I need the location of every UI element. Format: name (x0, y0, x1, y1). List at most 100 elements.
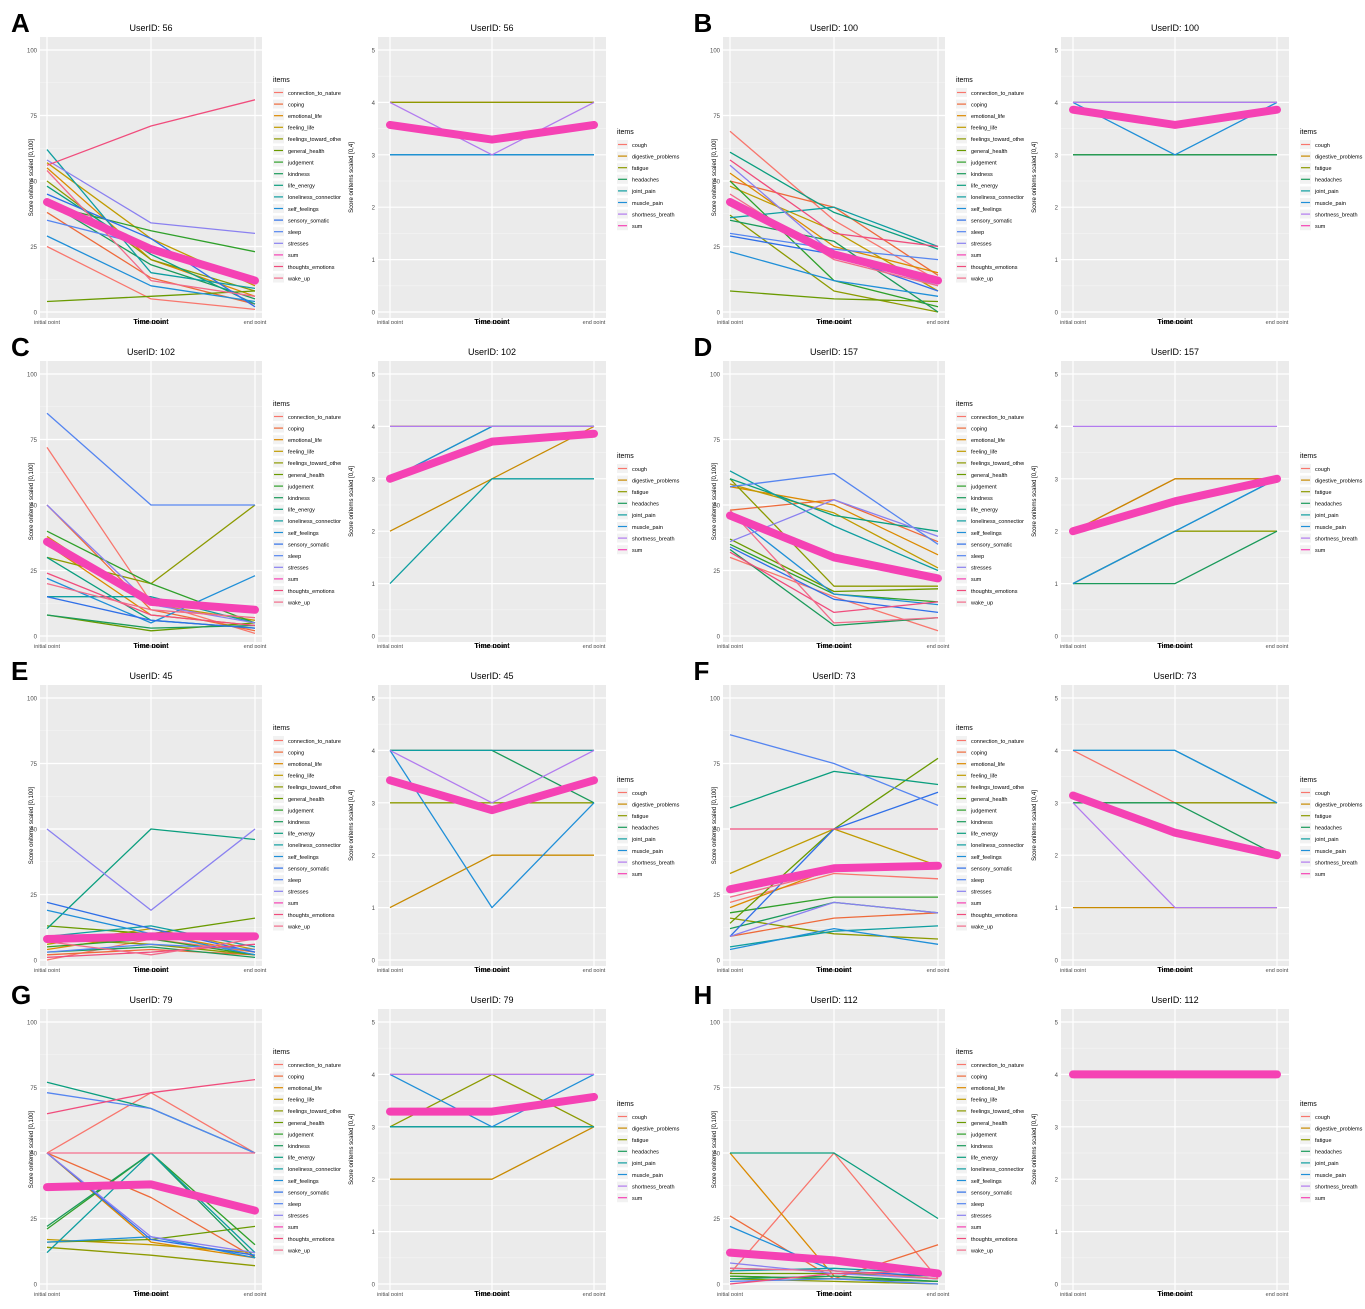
x-tick-label: end point (244, 644, 267, 648)
panel-letter-e: E (11, 656, 29, 686)
series-line-coping (729, 912, 938, 938)
x-tick-label: middle point (1160, 644, 1190, 648)
legend-label-sum: sum (1315, 872, 1326, 878)
series-line-joint-pain (389, 478, 594, 585)
x-tick-label: initial point (717, 968, 743, 972)
legend-label-cough: cough (632, 791, 647, 797)
x-tick-label: end point (926, 320, 949, 324)
series-line-wake-up (729, 509, 938, 624)
series-line-sum (1068, 474, 1281, 536)
legend-label-loneliness-connection: loneliness_connection (288, 1167, 341, 1173)
y-tick-label: 0 (34, 959, 38, 965)
series-line-feelings-toward-others (46, 1246, 256, 1267)
legend-label-coping: coping (971, 750, 987, 756)
x-tick-label: middle point (136, 644, 166, 648)
series-line-sum (386, 120, 598, 144)
legend-label-life-energy: life_energy (288, 184, 315, 190)
x-tick-label: end point (1265, 320, 1288, 324)
legend-title: items (617, 1101, 634, 1108)
series-line-self-feelings (729, 251, 938, 297)
y-axis-label: Score onitems scaled [0,100] (29, 138, 35, 216)
series-line-sensory-somatic (46, 596, 256, 629)
series-line-digestive-problems (389, 854, 594, 909)
series-line-muscle-pain (389, 750, 595, 909)
series-line-coping (46, 211, 256, 305)
y-tick-label: 1 (372, 258, 376, 264)
x-axis-label: Time point (816, 643, 852, 648)
x-tick-label: initial point (717, 1292, 743, 1296)
series-line-feelings-toward-others (729, 214, 938, 313)
legend-label-general-health: general_health (288, 797, 324, 803)
legend-label-muscle-pain: muscle_pain (1315, 201, 1346, 207)
y-tick-label: 100 (709, 697, 720, 703)
x-tick-label: middle point (819, 968, 849, 972)
legend-label-judgement: judgement (970, 484, 997, 490)
series-line-sum (43, 537, 259, 614)
legend-label-thoughts-emotions: thoughts_emotions (288, 1237, 335, 1243)
legend-title: items (1300, 453, 1317, 460)
series-line-feelings-toward-others (729, 478, 938, 587)
chart-title: UserID: 100 (1150, 23, 1198, 33)
series-line-sleep (729, 472, 938, 545)
legend-label-coping: coping (971, 426, 987, 432)
legend-label-kindness: kindness (288, 172, 310, 178)
x-tick-label: initial point (717, 320, 743, 324)
legend-label-judgement: judgement (287, 1132, 314, 1138)
legend-label-life-energy: life_energy (971, 184, 998, 190)
chart-svg: 0 1 2 3 4 5 initial point middle point end point… (1032, 995, 1363, 1298)
x-tick-label: end point (583, 320, 606, 324)
legend-label-general-health: general_health (288, 1121, 324, 1127)
chart-svg: 0 25 50 75 100 initial point middle point end p… (709, 23, 1027, 326)
y-tick-label: 50 (713, 504, 720, 510)
legend-label-cough: cough (1315, 143, 1330, 149)
legend-label-stresses: stresses (288, 1214, 309, 1220)
chart-svg: 0 25 50 75 100 initial point middle point end p… (709, 995, 1027, 1298)
legend-label-connection-to-nature: connection_to_nature (971, 415, 1024, 421)
series-line-kindness (729, 548, 938, 627)
legend-label-cough: cough (1315, 791, 1330, 797)
legend-label-joint-pain: joint_pain (1314, 513, 1339, 519)
legend-label-sensory-somatic: sensory_somatic (971, 218, 1013, 224)
x-tick-label: middle point (819, 1292, 849, 1296)
chart-title: UserID: 73 (1153, 671, 1196, 681)
legend-label-life-energy: life_energy (971, 1156, 998, 1162)
legend-label-feeling-life: feeling_life (288, 774, 314, 780)
y-tick-label: 75 (713, 762, 720, 768)
legend-label-sum: sum (1315, 548, 1326, 554)
y-tick-label: 4 (372, 101, 376, 107)
series-line-wake-up (46, 938, 256, 956)
legend-label-thoughts-emotions: thoughts_emotions (971, 1237, 1018, 1243)
y-tick-label: 5 (372, 49, 376, 55)
legend-label-sum: sum (971, 253, 982, 259)
x-tick-label: end point (1265, 968, 1288, 972)
chart-title: UserID: 56 (470, 23, 513, 33)
y-tick-label: 0 (372, 1283, 376, 1289)
x-tick-label: initial point (34, 1292, 60, 1296)
series-line-coping (46, 948, 256, 956)
legend-label-muscle-pain: muscle_pain (1315, 525, 1346, 531)
x-tick-label: initial point (1060, 968, 1086, 972)
y-axis-label: Score onitems scaled [0,4] (349, 790, 355, 861)
x-axis-label: Time point (133, 1291, 169, 1296)
legend-title: items (273, 77, 290, 84)
legend-label-sum: sum (971, 1225, 982, 1231)
y-tick-label: 25 (30, 245, 37, 251)
x-tick-label: middle point (1160, 320, 1190, 324)
y-tick-label: 1 (1054, 1230, 1058, 1236)
legend-label-sensory-somatic: sensory_somatic (288, 218, 330, 224)
y-tick-label: 3 (372, 1125, 376, 1131)
legend-label-shortness-breath: shortness_breath (1315, 860, 1358, 866)
legend-label-loneliness-connection: loneliness_connection (971, 843, 1024, 849)
y-tick-label: 1 (372, 906, 376, 912)
chart-svg: 0 1 2 3 4 5 initial point middle point end point… (1032, 671, 1363, 974)
legend-label-wake-up: wake_up (287, 276, 310, 282)
legend-label-coping: coping (971, 102, 987, 108)
chart-title: UserID: 73 (812, 671, 855, 681)
legend-label-general-health: general_health (971, 1121, 1007, 1127)
legend-label-feeling-life: feeling_life (971, 126, 997, 132)
chart-svg: 0 25 50 75 100 initial point middle point end p… (27, 23, 345, 326)
legend-label-sleep: sleep (288, 230, 301, 236)
legend-label-feelings-toward-others: feelings_toward_others (971, 461, 1024, 467)
legend-label-feeling-life: feeling_life (288, 1098, 314, 1104)
